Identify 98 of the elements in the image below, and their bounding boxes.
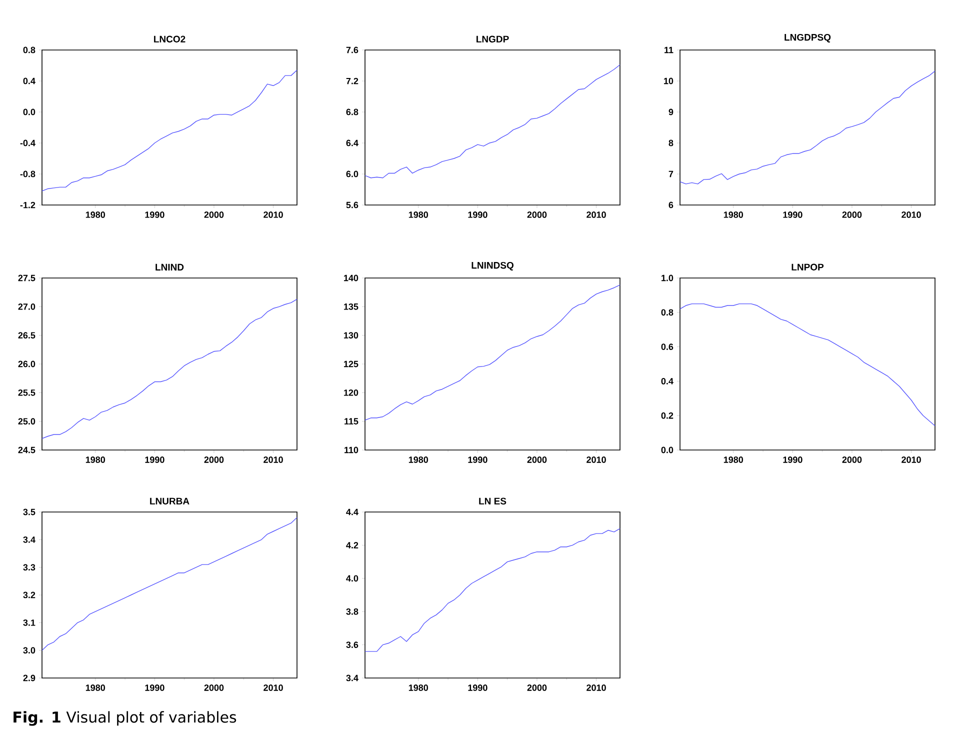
x-tick-label: 1980 <box>724 212 744 218</box>
x-tick-label: 1990 <box>468 212 488 218</box>
y-tick-label: 24.5 <box>18 446 36 454</box>
x-tick-label: 2000 <box>842 456 862 463</box>
x-tick-label: 2010 <box>902 212 921 218</box>
y-tick-label: 4.2 <box>346 542 358 548</box>
y-tick-label: 6.0 <box>346 170 358 178</box>
text: Fig. 1 Visual plot of variables <box>14 711 236 726</box>
y-tick-label: 9 <box>668 108 674 116</box>
y-tick-label: 25.0 <box>18 418 36 425</box>
y-tick-label: 7.2 <box>346 78 358 84</box>
x-tick-label: 1980 <box>724 456 744 463</box>
y-tick-label: 120 <box>344 389 358 396</box>
y-tick-label: 3.5 <box>23 508 36 516</box>
y-tick-label: 10 <box>664 78 674 84</box>
line-series <box>42 517 298 651</box>
y-tick-label: 115 <box>344 418 358 424</box>
x-tick-label: 2000 <box>842 212 862 218</box>
y-tick-label: 6.8 <box>346 108 358 116</box>
y-tick-label: 26.5 <box>18 332 36 339</box>
y-tick-label: 3.4 <box>346 674 358 682</box>
chart-title: LN ES <box>479 498 506 504</box>
x-tick-label: 1990 <box>783 212 802 218</box>
chart-title: LNIND <box>156 264 184 270</box>
line-series <box>42 70 297 192</box>
chart-title: LNGDPSQ <box>784 34 831 42</box>
x-tick-label: 1980 <box>408 456 428 463</box>
y-tick-label: 26.0 <box>18 360 36 368</box>
x-tick-label: 2010 <box>264 212 283 218</box>
y-tick-label: 25.5 <box>18 389 36 396</box>
y-tick-label: 0.4 <box>661 378 674 384</box>
y-tick-label: 0.0 <box>23 108 36 116</box>
y-tick-label: 125 <box>344 360 358 368</box>
x-tick-label: 2000 <box>527 456 547 463</box>
y-tick-label: 27.0 <box>18 303 36 310</box>
y-tick-label: 4.0 <box>346 575 358 582</box>
y-tick-label: 0.8 <box>23 46 36 54</box>
chart-title: LNCO2 <box>154 36 186 42</box>
y-tick-label: 0.0 <box>661 446 674 454</box>
x-tick-label: 2010 <box>902 456 921 463</box>
chart-title: LNURBA <box>150 498 190 504</box>
line-series <box>365 284 620 421</box>
y-tick-label: 7.6 <box>346 46 358 54</box>
x-tick-label: 2010 <box>264 684 283 691</box>
line-series <box>365 64 620 178</box>
y-tick-label: 2.9 <box>23 674 36 682</box>
y-tick-label: 0.4 <box>23 78 36 84</box>
y-tick-label: 3.2 <box>23 592 36 598</box>
x-tick-label: 1990 <box>468 456 488 463</box>
x-tick-label: 1980 <box>86 684 106 691</box>
y-tick-label: 3.1 <box>23 619 36 626</box>
x-tick-label: 2010 <box>586 212 606 218</box>
y-tick-label: 7 <box>668 170 674 178</box>
y-tick-label: 130 <box>344 332 358 339</box>
y-tick-label: 135 <box>344 303 358 310</box>
y-tick-label: 3.3 <box>23 564 36 571</box>
y-tick-label: 1.0 <box>662 274 674 282</box>
x-tick-label: 1990 <box>468 684 488 691</box>
x-tick-label: 1980 <box>86 456 106 463</box>
y-tick-label: -0.8 <box>20 170 36 178</box>
y-tick-label: 6 <box>668 202 674 208</box>
x-tick-label: 1980 <box>408 212 428 218</box>
y-tick-label: 3.8 <box>346 608 358 615</box>
x-tick-label: 1990 <box>783 456 802 463</box>
y-tick-label: 5.6 <box>346 202 358 208</box>
x-tick-label: 1990 <box>145 212 164 218</box>
chart-title: LNPOP <box>792 264 824 270</box>
y-tick-label: 11 <box>664 46 674 54</box>
y-tick-label: -1.2 <box>20 202 36 208</box>
y-tick-label: 3.6 <box>346 642 358 648</box>
y-tick-label: 27.5 <box>18 274 36 282</box>
line-series <box>42 298 297 439</box>
y-tick-label: 8 <box>668 140 674 146</box>
y-tick-label: 3.4 <box>23 536 36 543</box>
x-tick-label: 2000 <box>527 212 547 218</box>
chart-title: LNGDP <box>476 36 509 42</box>
x-tick-label: 1990 <box>145 684 164 691</box>
x-tick-label: 2000 <box>204 456 224 463</box>
y-tick-label: 0.8 <box>661 309 674 316</box>
x-tick-label: 2010 <box>264 456 283 463</box>
y-tick-label: 6.4 <box>346 140 358 146</box>
y-tick-label: 4.4 <box>346 508 358 516</box>
x-tick-label: 1980 <box>86 212 106 218</box>
chart-title: LNINDSQ <box>472 262 514 270</box>
x-tick-label: 2000 <box>527 684 547 691</box>
x-tick-label: 2000 <box>204 684 224 691</box>
x-tick-label: 2010 <box>586 684 606 691</box>
x-tick-label: 2010 <box>586 456 606 463</box>
y-tick-label: -0.4 <box>20 140 36 146</box>
x-tick-label: 1990 <box>145 456 164 463</box>
x-tick-label: 2000 <box>204 212 224 218</box>
x-tick-label: 1980 <box>408 684 428 691</box>
y-tick-label: 140 <box>344 274 358 282</box>
y-tick-label: 3.0 <box>23 647 36 654</box>
y-tick-label: 110 <box>344 446 358 454</box>
y-tick-label: 0.6 <box>661 344 674 350</box>
y-tick-label: 0.2 <box>661 412 674 419</box>
line-series <box>680 70 936 184</box>
